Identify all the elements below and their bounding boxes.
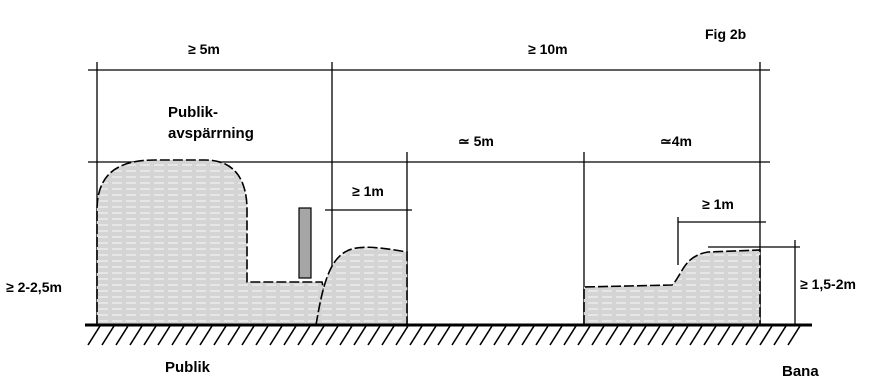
ground-hatch-stroke [535, 325, 549, 346]
dim-height-left-label: ≥ 2-2,5m [6, 279, 62, 295]
barrier-post [298, 207, 312, 279]
inner-mound [315, 246, 408, 326]
ground-hatch-stroke [297, 325, 311, 346]
ground-hatch-stroke [745, 325, 759, 346]
ground-hatch-stroke [157, 325, 171, 346]
ground-hatch-stroke [227, 325, 241, 346]
barrier-label-line1: Publik- [168, 104, 218, 121]
ground-hatching [87, 325, 801, 346]
ground-hatch-stroke [731, 325, 745, 346]
ground-hatch-stroke [717, 325, 731, 346]
dim-height-right-label: ≥ 1,5-2m [800, 276, 856, 292]
dim-right-mound-top-label: ≥ 1m [702, 196, 734, 212]
ground-hatch-stroke [283, 325, 297, 346]
barrier-label-line2: avspärrning [168, 125, 254, 142]
figure-label: Fig 2b [705, 26, 746, 42]
dim-gap-mid-label: ≃ 5m [458, 133, 494, 149]
ground-hatch-stroke [311, 325, 325, 346]
right-barrier-mound [583, 249, 761, 326]
ground [85, 323, 812, 346]
ground-hatch-stroke [605, 325, 619, 346]
ground-hatch-stroke [619, 325, 633, 346]
ground-hatch-stroke [255, 325, 269, 346]
ground-hatch-stroke [479, 325, 493, 346]
ground-hatch-stroke [381, 325, 395, 346]
ground-hatch-stroke [269, 325, 283, 346]
ground-hatch-stroke [213, 325, 227, 346]
ground-hatch-stroke [423, 325, 437, 346]
ground-hatch-stroke [759, 325, 773, 346]
ground-hatch-stroke [115, 325, 129, 346]
ground-hatch-stroke [465, 325, 479, 346]
ground-hatch-stroke [549, 325, 563, 346]
ground-hatch-stroke [101, 325, 115, 346]
ground-hatch-stroke [577, 325, 591, 346]
ground-hatch-stroke [129, 325, 143, 346]
ground-hatch-stroke [395, 325, 409, 346]
ground-hatch-stroke [87, 325, 101, 346]
ground-hatch-stroke [689, 325, 703, 346]
dim-total-left-label: ≥ 5m [188, 41, 220, 57]
ground-hatch-stroke [647, 325, 661, 346]
ground-hatch-stroke [675, 325, 689, 346]
ground-hatch-stroke [591, 325, 605, 346]
ground-hatch-stroke [367, 325, 381, 346]
ground-hatch-stroke [339, 325, 353, 346]
ground-hatch-stroke [185, 325, 199, 346]
dim-total-right-label: ≥ 10m [528, 41, 568, 57]
ground-hatch-stroke [325, 325, 339, 346]
ground-hatch-stroke [661, 325, 675, 346]
ground-label-publik: Publik [165, 359, 211, 376]
ground-hatch-stroke [787, 325, 801, 346]
ground-hatch-stroke [493, 325, 507, 346]
ground-hatch-stroke [451, 325, 465, 346]
ground-hatch-stroke [241, 325, 255, 346]
left-barrier-mound [96, 159, 334, 326]
ground-label-bana: Bana [782, 363, 819, 380]
ground-hatch-stroke [171, 325, 185, 346]
ground-hatch-stroke [563, 325, 577, 346]
ground-hatch-stroke [633, 325, 647, 346]
ground-hatch-stroke [143, 325, 157, 346]
ground-hatch-stroke [521, 325, 535, 346]
barrier-shapes [96, 159, 761, 326]
ground-hatch-stroke [437, 325, 451, 346]
ground-hatch-stroke [507, 325, 521, 346]
ground-hatch-stroke [199, 325, 213, 346]
dim-left-mound-top-label: ≥ 1m [352, 183, 384, 199]
ground-hatch-stroke [773, 325, 787, 346]
ground-hatch-stroke [353, 325, 367, 346]
dim-gap-right-label: ≃4m [660, 133, 692, 149]
ground-hatch-stroke [703, 325, 717, 346]
ground-hatch-stroke [409, 325, 423, 346]
